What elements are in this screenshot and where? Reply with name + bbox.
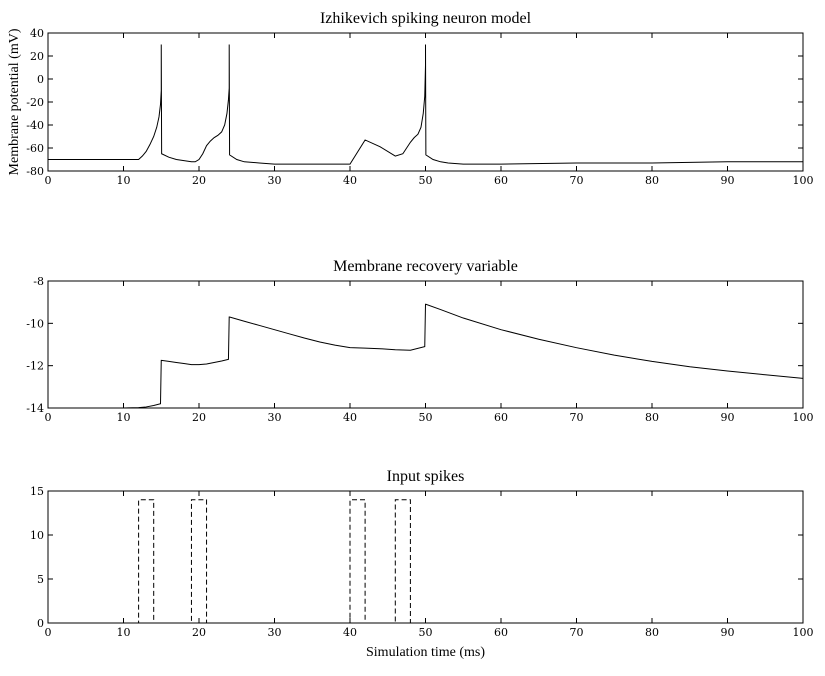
y-tick-label: 0 — [37, 73, 44, 86]
x-tick-label: 80 — [645, 626, 659, 639]
x-tick-label: 70 — [570, 174, 584, 187]
y-axis-label: Membrane potential (mV) — [7, 28, 22, 175]
x-tick-label: 0 — [45, 626, 52, 639]
series-line-1 — [48, 499, 803, 624]
x-tick-label: 10 — [117, 411, 131, 424]
y-tick-label: -60 — [26, 142, 44, 155]
series-line-1 — [48, 303, 803, 409]
series-line-1 — [48, 44, 803, 165]
y-tick-label: -12 — [26, 360, 44, 373]
y-tick-label: 0 — [37, 617, 44, 630]
x-tick-label: 90 — [721, 174, 735, 187]
chart-panel-3: 0 10 20 30 40 50 60 70 80 90 100 0 5 10 15 Input spikes… — [30, 468, 814, 660]
x-tick-label: 100 — [793, 174, 814, 187]
x-tick-label: 50 — [419, 174, 433, 187]
y-tick-label: 20 — [30, 50, 44, 63]
x-tick-label: 80 — [645, 174, 659, 187]
x-tick-label: 60 — [494, 626, 508, 639]
chart-title: Membrane recovery variable — [333, 258, 518, 275]
x-tick-label: 20 — [192, 626, 206, 639]
x-tick-label: 70 — [570, 626, 584, 639]
x-tick-label: 40 — [343, 174, 357, 187]
y-tick-label: -8 — [33, 275, 44, 288]
y-tick-label: 40 — [30, 27, 44, 40]
x-tick-label: 0 — [45, 174, 52, 187]
x-tick-label: 20 — [192, 174, 206, 187]
x-tick-label: 30 — [268, 411, 282, 424]
y-tick-label: -20 — [26, 96, 44, 109]
chart-panel-1: 0 10 20 30 40 50 60 70 80 90 100 -80 -60 -40 -20 0 20 40 I… — [7, 10, 814, 187]
x-tick-label: 50 — [419, 626, 433, 639]
x-tick-label: 90 — [721, 411, 735, 424]
y-tick-label: 10 — [30, 529, 44, 542]
x-tick-label: 30 — [268, 174, 282, 187]
x-tick-label: 10 — [117, 174, 131, 187]
y-tick-label: 15 — [30, 485, 44, 498]
x-axis-label: Simulation time (ms) — [366, 645, 485, 660]
plot-frame — [47, 490, 804, 624]
x-tick-label: 50 — [419, 411, 433, 424]
x-tick-label: 60 — [494, 174, 508, 187]
x-tick-label: 30 — [268, 626, 282, 639]
x-tick-label: 60 — [494, 411, 508, 424]
x-tick-label: 100 — [793, 411, 814, 424]
x-tick-label: 70 — [570, 411, 584, 424]
x-tick-label: 80 — [645, 411, 659, 424]
x-tick-label: 100 — [793, 626, 814, 639]
x-tick-label: 0 — [45, 411, 52, 424]
x-tick-label: 10 — [117, 626, 131, 639]
y-tick-label: -80 — [26, 165, 44, 178]
y-tick-label: -40 — [26, 119, 44, 132]
x-tick-label: 40 — [343, 626, 357, 639]
chart-title: Izhikevich spiking neuron model — [320, 10, 532, 27]
chart-panel-2: 0 10 20 30 40 50 60 70 80 90 100 -14 -12 -10 -8 Membran… — [26, 258, 813, 424]
x-tick-label: 20 — [192, 411, 206, 424]
y-tick-label: -10 — [26, 317, 44, 330]
y-tick-label: -14 — [26, 402, 44, 415]
x-tick-label: 90 — [721, 626, 735, 639]
chart-title: Input spikes — [387, 468, 465, 485]
x-tick-label: 40 — [343, 411, 357, 424]
y-tick-label: 5 — [37, 573, 44, 586]
